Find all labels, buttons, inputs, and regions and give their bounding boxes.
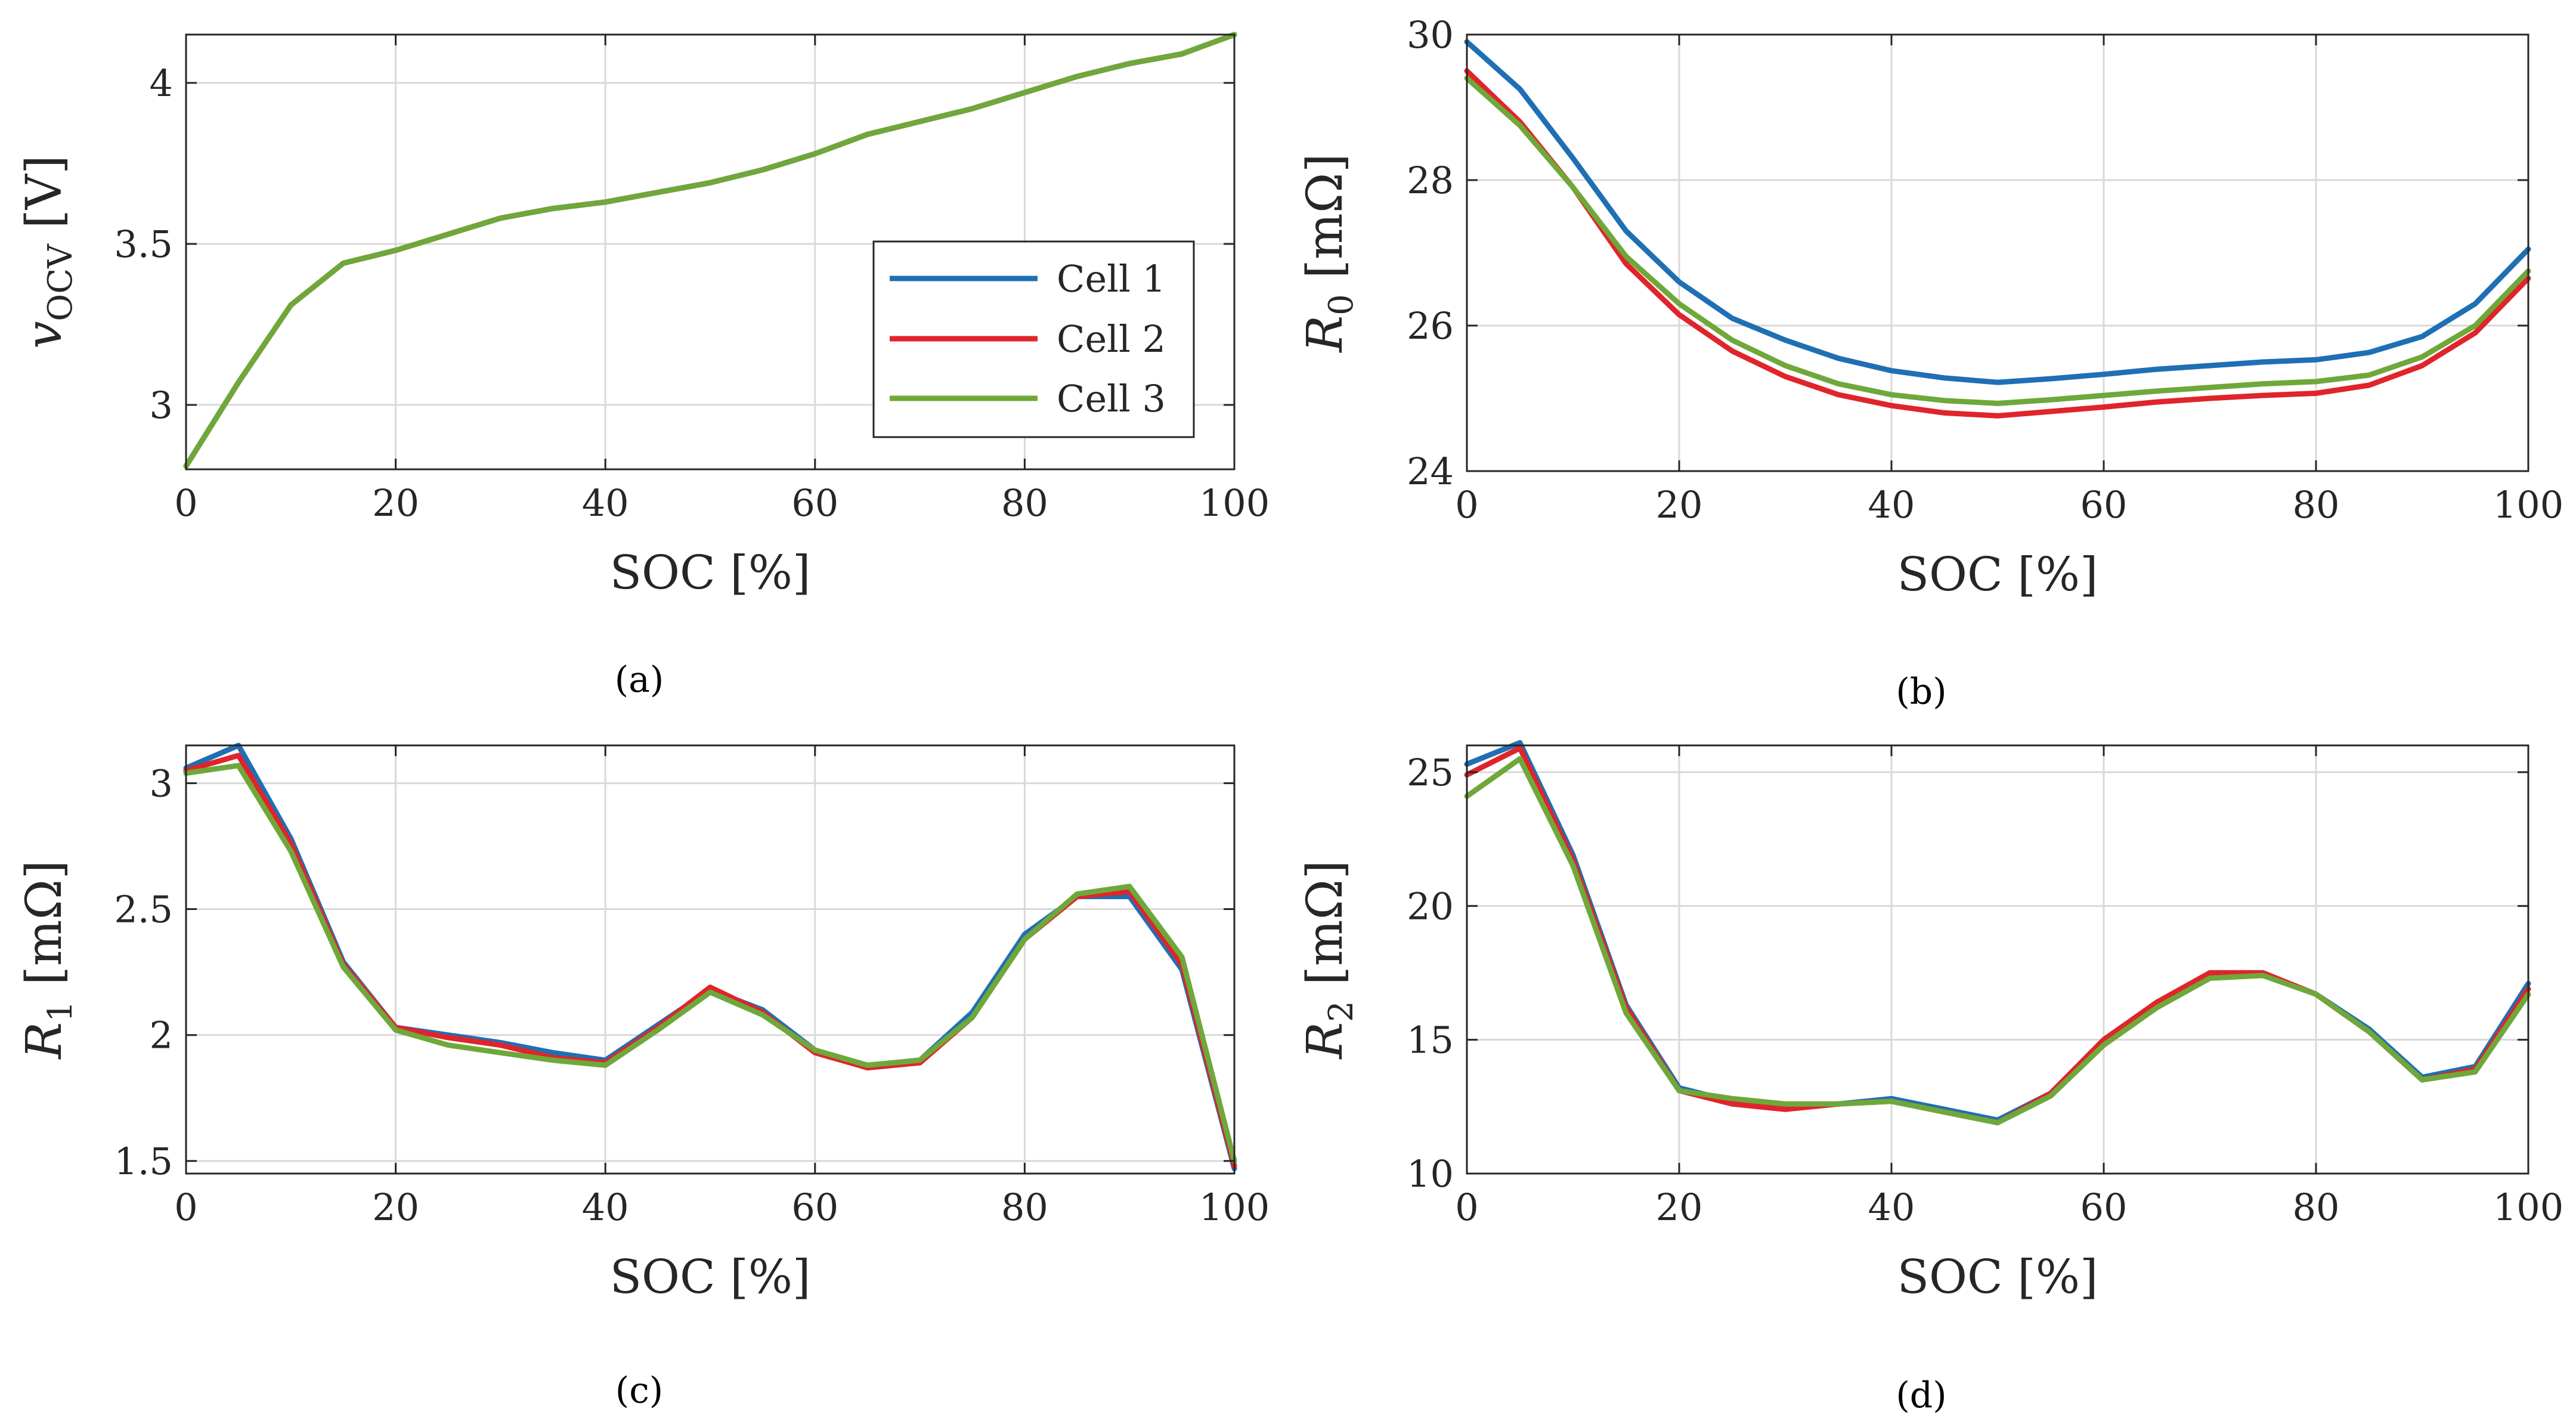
x-tick-label: 60 xyxy=(791,1185,838,1229)
x-tick-label: 60 xyxy=(2080,483,2128,527)
series-line-cell1 xyxy=(1464,39,2531,385)
y-axis-label-subscript: 1 xyxy=(41,1001,80,1022)
y-axis-label: vOCV [V] xyxy=(16,155,80,349)
x-tick-label: 0 xyxy=(1455,1185,1478,1229)
x-tick-label: 80 xyxy=(2293,483,2340,527)
y-axis-label-symbol: v xyxy=(16,321,73,349)
legend-label-cell1: Cell 1 xyxy=(1057,257,1166,301)
y-axis-label-unit: [V] xyxy=(16,155,73,244)
y-tick-label: 4 xyxy=(150,61,173,105)
x-tick-label: 0 xyxy=(174,1185,197,1229)
y-tick-label: 30 xyxy=(1407,13,1454,57)
x-tick-label: 20 xyxy=(1656,483,1703,527)
panel-c: 0 20 40 60 80 100 1.5 2 2.5 3 SOC [%] R1 [mΩ] xyxy=(16,742,1270,1304)
legend-label-cell2: Cell 2 xyxy=(1057,317,1166,361)
caption-a: (a) xyxy=(615,659,664,701)
x-axis-label: SOC [%] xyxy=(1897,1250,2098,1304)
caption-b: (b) xyxy=(1896,671,1946,713)
y-tick-label: 15 xyxy=(1407,1019,1454,1062)
y-axis-label: R2 [mΩ] xyxy=(1297,860,1361,1060)
y-tick-label: 3.5 xyxy=(114,222,173,266)
y-axis-label-symbol: R xyxy=(1297,315,1354,354)
x-tick-label: 80 xyxy=(2293,1185,2340,1229)
axes-frame xyxy=(1466,33,2529,472)
legend: Cell 1 Cell 2 Cell 3 xyxy=(872,240,1195,438)
x-tick-label: 40 xyxy=(582,1185,629,1229)
x-tick-label: 40 xyxy=(1868,483,1915,527)
caption-d: (d) xyxy=(1896,1375,1946,1416)
x-tick-label: 100 xyxy=(2493,483,2563,527)
x-tick-label: 60 xyxy=(791,481,838,525)
y-axis-label-symbol: R xyxy=(1297,1022,1354,1060)
y-tick-label: 2 xyxy=(150,1014,173,1057)
series-line-cell2 xyxy=(1464,68,2531,419)
x-tick-label: 40 xyxy=(582,481,629,525)
x-tick-label: 100 xyxy=(2493,1185,2563,1229)
y-tick-label: 20 xyxy=(1407,884,1454,928)
y-axis-label: R1 [mΩ] xyxy=(16,860,80,1060)
y-tick-label: 25 xyxy=(1407,751,1454,794)
series-line-cell3 xyxy=(183,763,1237,1164)
y-axis-label-symbol: R xyxy=(16,1022,73,1060)
y-tick-label: 2.5 xyxy=(114,888,173,931)
x-tick-label: 20 xyxy=(372,481,419,525)
y-tick-label: 3 xyxy=(150,383,173,427)
series-line-cell3 xyxy=(1464,75,2531,406)
panel-d: 0 20 40 60 80 100 10 15 20 25 SOC [%] R2 [mΩ] xyxy=(1297,740,2563,1304)
x-tick-label: 20 xyxy=(372,1185,419,1229)
y-axis-label-subscript: OCV xyxy=(41,243,80,321)
y-tick-label: 1.5 xyxy=(114,1140,173,1183)
x-tick-label: 80 xyxy=(1001,481,1048,525)
y-axis-label: R0 [mΩ] xyxy=(1297,153,1361,353)
series-line-cell3 xyxy=(183,32,1237,469)
x-tick-label: 100 xyxy=(1199,481,1270,525)
y-tick-label: 3 xyxy=(150,762,173,805)
axes-frame xyxy=(185,33,1236,470)
axes-frame xyxy=(1466,744,2529,1175)
y-tick-label: 24 xyxy=(1407,450,1454,493)
y-tick-label: 10 xyxy=(1407,1152,1454,1196)
axes-frame xyxy=(185,744,1236,1175)
x-axis-label: SOC [%] xyxy=(1897,548,2098,602)
caption-c: (c) xyxy=(615,1370,663,1411)
x-axis-label: SOC [%] xyxy=(610,1250,811,1304)
legend-label-cell3: Cell 3 xyxy=(1057,377,1166,420)
y-axis-label-unit: [mΩ] xyxy=(1297,860,1354,1001)
x-tick-label: 60 xyxy=(2080,1185,2128,1229)
plot-area xyxy=(1467,35,2528,471)
y-tick-label: 28 xyxy=(1407,159,1454,202)
y-axis-label-unit: [mΩ] xyxy=(1297,153,1354,294)
series-line-cell3 xyxy=(1464,756,2531,1126)
x-tick-label: 80 xyxy=(1001,1185,1048,1229)
x-tick-label: 20 xyxy=(1656,1185,1703,1229)
x-tick-label: 40 xyxy=(1868,1185,1915,1229)
y-axis-label-unit: [mΩ] xyxy=(16,860,73,1001)
plot-area xyxy=(186,745,1234,1174)
x-tick-label: 100 xyxy=(1199,1185,1270,1229)
y-axis-label-subscript: 0 xyxy=(1322,294,1361,315)
y-axis-label-subscript: 2 xyxy=(1322,1001,1361,1022)
x-axis-label: SOC [%] xyxy=(610,546,811,600)
y-tick-label: 26 xyxy=(1407,304,1454,348)
x-tick-label: 0 xyxy=(1455,483,1478,527)
x-tick-label: 0 xyxy=(174,481,197,525)
plot-area xyxy=(1467,745,2528,1174)
